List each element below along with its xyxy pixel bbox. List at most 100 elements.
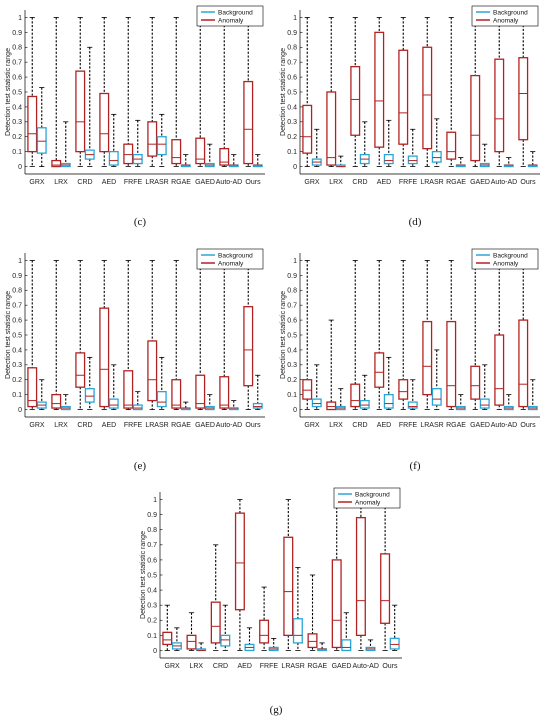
anomaly-box (326, 319, 337, 411)
y-tick-label: 1 (293, 15, 297, 22)
box-iqr (75, 70, 86, 153)
box-iqr (243, 80, 254, 165)
y-tick-label: 0.2 (147, 618, 157, 625)
legend-frame (196, 248, 264, 270)
y-axis-label: Detection test statistic range (280, 291, 287, 379)
anomaly-box (219, 260, 230, 410)
anomaly-box (123, 17, 134, 167)
anomaly-box (51, 260, 62, 410)
box-iqr (220, 634, 231, 647)
chart-panel: 0 0.1 0.2 0.3 0.4 0.5 0.6 0.7 0.8 0.9 1 Detection t… (5, 248, 265, 472)
x-tick-label: GAED (470, 179, 490, 186)
box-iqr (156, 391, 167, 408)
box-iqr (252, 402, 263, 409)
y-tick-label: 0.9 (12, 273, 22, 280)
background-box (527, 151, 538, 168)
y-axis-label: Detection test statistic range (140, 531, 147, 619)
box-iqr (380, 553, 391, 624)
x-tick-label: LRX (189, 663, 203, 670)
box-iqr (398, 49, 409, 145)
anomaly-box (518, 260, 529, 410)
y-tick-label: 0.3 (287, 119, 297, 126)
x-tick-label: FRFE (260, 663, 279, 670)
x-tick-label: Ours (520, 179, 536, 186)
box-iqr (219, 148, 230, 166)
anomaly-box (446, 17, 457, 167)
anomaly-box (75, 260, 86, 410)
x-tick-label: GAED (195, 179, 215, 186)
box-iqr (27, 367, 38, 408)
background-box (84, 46, 95, 167)
y-tick-label: 0.8 (147, 527, 157, 534)
x-tick-label: Ours (245, 179, 261, 186)
background-box (503, 157, 514, 168)
y-tick-label: 0.1 (287, 149, 297, 156)
box-iqr (99, 92, 110, 153)
anomaly-box (243, 17, 254, 167)
y-axis-label: Detection test statistic range (280, 48, 287, 136)
x-tick-label: Auto-AD (216, 179, 242, 186)
anomaly-box (195, 260, 206, 410)
y-tick-label: 0.1 (147, 633, 157, 640)
box-iqr (123, 143, 134, 165)
background-box (204, 143, 215, 168)
box-iqr (99, 307, 110, 408)
y-tick-label: 0.3 (12, 119, 22, 126)
box-iqr (470, 74, 481, 162)
y-tick-label: 0.8 (287, 45, 297, 52)
box-iqr (479, 398, 490, 409)
y-tick-label: 0.4 (287, 104, 297, 111)
box-iqr (331, 559, 342, 649)
x-tick-label: RGAE (171, 422, 191, 429)
y-tick-label: 0.8 (12, 288, 22, 295)
box-iqr (470, 365, 481, 400)
background-box (527, 379, 538, 411)
chart-panel: 0 0.1 0.2 0.3 0.4 0.5 0.6 0.7 0.8 0.9 1 Detection t… (5, 5, 265, 228)
box-iqr (355, 517, 366, 637)
x-tick-label: RGAE (446, 179, 466, 186)
background-box (171, 627, 182, 651)
background-box (479, 364, 490, 410)
box-iqr (431, 388, 442, 406)
panel-label: (f) (410, 460, 421, 472)
box-iqr (431, 150, 442, 163)
background-box (228, 400, 239, 411)
box-iqr (311, 398, 322, 408)
anomaly-box (186, 612, 197, 651)
x-tick-label: Auto-AD (491, 422, 517, 429)
box-iqr (494, 334, 505, 406)
background-box (180, 401, 191, 411)
anomaly-box (171, 260, 182, 410)
anomaly-box (27, 17, 38, 167)
x-tick-label: Auto-AD (216, 422, 242, 429)
x-tick-label: Ours (520, 422, 536, 429)
legend-entry: Background (218, 9, 253, 16)
y-tick-label: 0.5 (12, 332, 22, 339)
x-tick-label: AED (102, 422, 116, 429)
background-box (180, 154, 191, 168)
anomaly-box (446, 260, 457, 410)
legend-entry: Anomaly (355, 499, 381, 506)
anomaly-box (27, 260, 38, 410)
box-iqr (210, 601, 221, 644)
y-tick-label: 0.6 (12, 317, 22, 324)
background-box (268, 637, 279, 652)
background-box (455, 394, 466, 411)
y-tick-label: 1 (18, 15, 22, 22)
x-tick-label: GRX (304, 422, 320, 429)
box-iqr (350, 383, 361, 408)
x-tick-label: GAED (195, 422, 215, 429)
x-tick-label: CRD (213, 663, 228, 670)
legend-frame (471, 248, 539, 270)
y-tick-label: 0.3 (147, 603, 157, 610)
background-box (252, 374, 263, 410)
anomaly-box (470, 17, 481, 167)
box-iqr (108, 398, 119, 409)
y-tick-label: 0.7 (12, 60, 22, 67)
box-iqr (494, 58, 505, 153)
box-iqr (307, 633, 318, 649)
